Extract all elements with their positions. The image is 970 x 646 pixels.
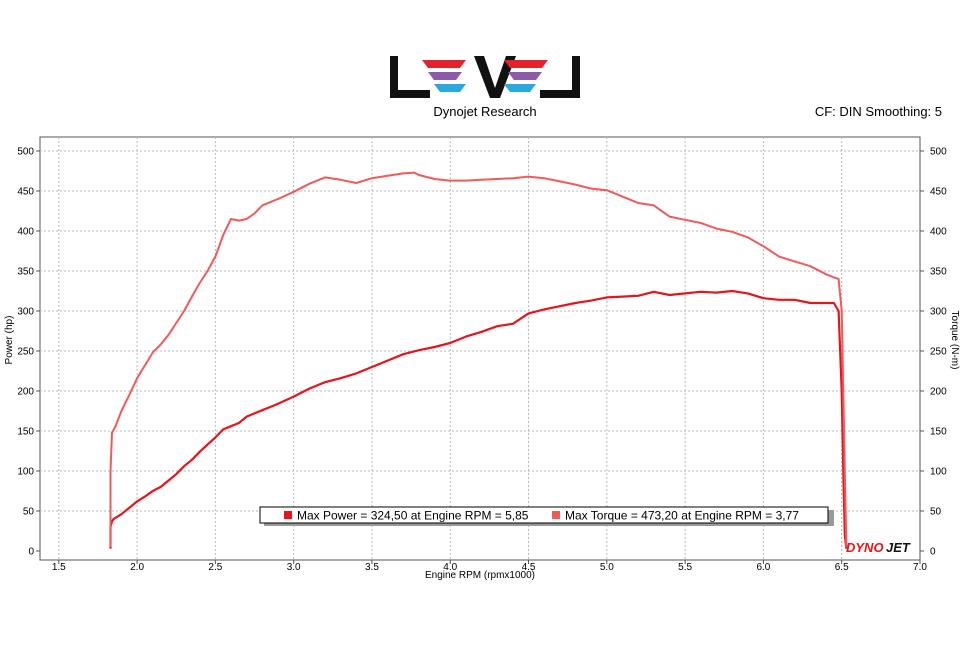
- series-lines: [109, 171, 848, 549]
- y-tick-label: 500: [17, 147, 34, 158]
- y2-tick-label: 450: [930, 187, 947, 198]
- x-tick-label: 5.5: [678, 562, 692, 573]
- y-tick-label: 400: [17, 227, 34, 238]
- y-axis-title-right: Torque (N-m): [949, 311, 960, 370]
- logo-stripe-purple-left: [428, 72, 462, 80]
- y2-tick-label: 50: [930, 507, 942, 518]
- x-tick-label: 3.0: [287, 562, 301, 573]
- legend-swatch-torque: [552, 511, 560, 519]
- logo-stripe-blue-left: [434, 84, 466, 92]
- y-axis-title-left: Power (hp): [4, 316, 15, 365]
- legend: Max Power = 324,50 at Engine RPM = 5,85 …: [259, 506, 834, 526]
- y2-tick-label: 500: [930, 147, 947, 158]
- x-tick-label: 5.0: [600, 562, 614, 573]
- logo-letter-l: [390, 56, 430, 98]
- legend-box: [259, 506, 829, 524]
- y2-tick-label: 150: [930, 427, 947, 438]
- dynojet-watermark: DYNO JET: [846, 540, 911, 555]
- y-tick-label: 200: [17, 387, 34, 398]
- y2-tick-label: 200: [930, 387, 947, 398]
- correction-factor-label: CF: DIN Smoothing: 5: [814, 104, 942, 119]
- x-tick-label: 3.5: [365, 562, 379, 573]
- level-logo: [390, 56, 580, 98]
- y-tick-label: 350: [17, 267, 34, 278]
- logo-letter-v: [474, 56, 516, 98]
- plot-frame: [39, 136, 921, 561]
- y-tick-label: 450: [17, 187, 34, 198]
- y-tick-label: 300: [17, 307, 34, 318]
- watermark-jet: JET: [886, 540, 911, 555]
- y-tick-label: 0: [28, 547, 34, 558]
- legend-label-power: Max Power = 324,50 at Engine RPM = 5,85: [297, 509, 529, 523]
- x-tick-label: 2.5: [208, 562, 222, 573]
- torque-line: [109, 171, 848, 548]
- x-tick-label: 4.0: [443, 562, 457, 573]
- y-tick-label: 250: [17, 347, 34, 358]
- y-axis-right: 0 50 100 150 200 250 300 350 400 450 500: [920, 147, 947, 558]
- x-tick-label: 4.5: [522, 562, 536, 573]
- y-tick-label: 50: [23, 507, 35, 518]
- x-tick-label: 2.0: [130, 562, 144, 573]
- x-tick-label: 6.0: [756, 562, 770, 573]
- y-tick-label: 100: [17, 467, 34, 478]
- logo-letter-l-mirrored: [540, 56, 580, 98]
- watermark-dyno: DYNO: [846, 540, 884, 555]
- logo-stripe-purple-right: [508, 72, 542, 80]
- logo-stripe-red-right: [504, 60, 548, 68]
- legend-label-torque: Max Torque = 473,20 at Engine RPM = 3,77: [565, 509, 799, 523]
- y2-tick-label: 400: [930, 227, 947, 238]
- x-tick-label: 6.5: [835, 562, 849, 573]
- plot-area: [39, 136, 921, 561]
- power-line: [109, 289, 848, 549]
- logo-stripe-red-left: [422, 60, 466, 68]
- x-tick-label: 7.0: [913, 562, 927, 573]
- y-tick-label: 150: [17, 427, 34, 438]
- x-axis-title: Engine RPM (rpmx1000): [425, 570, 535, 581]
- x-axis: 1.5 2.0 2.5 3.0 3.5 4.0 4.5 5.0 5.5 6.0 6.5 7.0: [52, 560, 927, 573]
- y-axis-left: 0 50 100 150 200 250 300 350 400 450 500: [17, 147, 40, 558]
- grid-lines: [40, 137, 920, 560]
- x-tick-label: 1.5: [52, 562, 66, 573]
- logo-stripe-blue-right: [504, 84, 536, 92]
- legend-swatch-power: [284, 511, 292, 519]
- y2-tick-label: 300: [930, 307, 947, 318]
- y2-tick-label: 0: [930, 547, 936, 558]
- y2-tick-label: 250: [930, 347, 947, 358]
- chart-subtitle: Dynojet Research: [433, 104, 537, 119]
- y2-tick-label: 350: [930, 267, 947, 278]
- y2-tick-label: 100: [930, 467, 947, 478]
